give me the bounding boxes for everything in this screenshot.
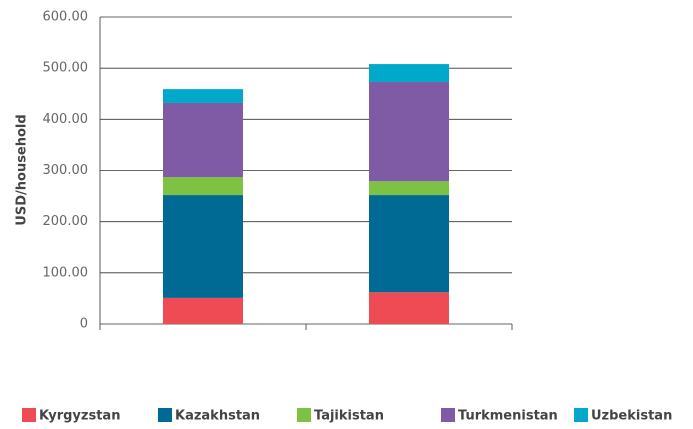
y-tick-label: 400.00 xyxy=(43,112,89,127)
bar-segment xyxy=(163,297,243,324)
bar-segment xyxy=(163,89,243,103)
bar-segment xyxy=(369,195,449,293)
y-tick-label: 300.00 xyxy=(43,163,89,178)
y-tick-label: 600.00 xyxy=(43,10,89,25)
y-tick-label: 0 xyxy=(80,317,88,332)
legend-swatch xyxy=(158,408,172,422)
y-axis-label: USD/household xyxy=(15,114,30,225)
y-tick-label: 100.00 xyxy=(43,265,89,280)
legend-swatch xyxy=(297,408,311,422)
bar-segment xyxy=(163,195,243,298)
legend-label: Uzbekistan xyxy=(591,409,672,424)
bar-segment xyxy=(163,177,243,196)
legend-label: Kazakhstan xyxy=(175,409,260,424)
legend-swatch xyxy=(441,408,455,422)
bar-segment xyxy=(369,81,449,182)
legend-swatch xyxy=(22,408,36,422)
bar-segment xyxy=(369,181,449,196)
y-tick-label: 500.00 xyxy=(43,61,89,76)
legend-label: Kyrgyzstan xyxy=(39,409,120,424)
bar-segment xyxy=(369,292,449,324)
y-tick-label: 200.00 xyxy=(43,214,89,229)
legend-swatch xyxy=(574,408,588,422)
bar-segment xyxy=(163,102,243,178)
legend-label: Turkmenistan xyxy=(458,409,558,424)
legend-label: Tajikistan xyxy=(314,409,384,424)
bar-segment xyxy=(369,64,449,82)
